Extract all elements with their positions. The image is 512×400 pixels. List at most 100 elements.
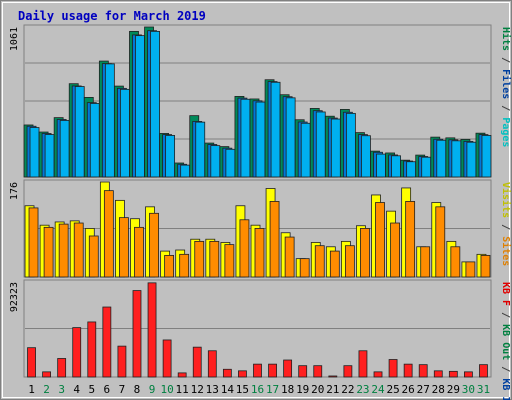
x-tick-label: 11 (176, 383, 189, 396)
bar-pages (255, 101, 266, 178)
legend-entry: KB Out (500, 324, 511, 360)
bar-sites (224, 244, 235, 278)
bar-pages (421, 156, 432, 178)
bar-pages (44, 134, 55, 178)
x-tick-label: 7 (119, 383, 126, 396)
bar-kb-f (162, 339, 172, 378)
bar-sites (73, 222, 84, 278)
bar-kb-f (388, 359, 398, 378)
legend-entry: Files (500, 69, 512, 99)
bar-sites (103, 190, 114, 278)
bar-kb-f (298, 365, 308, 378)
bar-kb-f (253, 363, 262, 378)
x-tick-label: 22 (341, 383, 354, 396)
bar-sites (88, 235, 99, 278)
bar-kb-f (343, 365, 353, 378)
x-tick-label: 16 (251, 383, 264, 396)
bar-sites (28, 207, 39, 278)
bar-kb-f (117, 345, 127, 378)
bar-kb-f (464, 371, 473, 378)
bar-kb-f (222, 368, 232, 378)
series-legend: KB F / KB Out / KB In (500, 282, 511, 400)
series-legend: Hits / Files / Pages (500, 27, 512, 147)
bar-pages (406, 161, 417, 178)
bar-kb-f (313, 365, 323, 378)
x-tick-label: 19 (296, 383, 309, 396)
bar-kb-f (373, 371, 383, 378)
bar-pages (345, 112, 356, 178)
bar-pages (135, 35, 145, 178)
chart-panel-3: 92323 KB F / KB Out / KB In (9, 279, 511, 400)
bar-sites (58, 223, 69, 278)
x-tick-label: 30 (462, 383, 475, 396)
bar-pages (270, 81, 281, 178)
bar-pages (120, 88, 130, 178)
bar-pages (361, 135, 371, 178)
bar-sites (450, 246, 461, 278)
bar-kb-f (283, 359, 293, 378)
x-tick-label: 8 (134, 383, 141, 396)
bar-kb-f (358, 350, 368, 378)
bar-pages (240, 98, 251, 178)
legend-entry: Hits (500, 27, 512, 51)
x-tick-label: 31 (477, 383, 490, 396)
bar-kb-f (87, 321, 97, 378)
bar-pages (436, 139, 447, 178)
bar-sites (43, 226, 54, 278)
bar-sites (314, 245, 325, 278)
bar-kb-f (132, 290, 142, 378)
bar-sites (209, 240, 220, 278)
legend-entry: / (500, 360, 511, 378)
bar-kb-f (192, 346, 202, 378)
bar-pages (74, 86, 85, 178)
legend-entry: / (500, 218, 511, 236)
series-legend: Visits / Sites (500, 182, 512, 266)
bar-pages (466, 141, 477, 178)
bar-pages (29, 127, 40, 178)
x-tick-label: 4 (73, 383, 80, 396)
x-tick-label: 10 (160, 383, 173, 396)
legend-entry: KB In (500, 378, 511, 400)
x-tick-label: 26 (402, 383, 415, 396)
bar-kb-f (403, 363, 413, 378)
bar-kb-f (102, 306, 112, 378)
legend-entry: Pages (500, 117, 511, 147)
bar-kb-f (238, 370, 247, 378)
legend-entry: / (500, 306, 511, 324)
x-tick-label: 14 (221, 383, 235, 396)
bar-kb-f (328, 375, 338, 378)
x-tick-label: 6 (104, 383, 111, 396)
bar-sites (375, 202, 385, 278)
bar-sites (164, 255, 175, 278)
x-tick-label: 1 (28, 383, 35, 396)
bar-sites (329, 250, 340, 278)
x-tick-label: 5 (88, 383, 95, 396)
x-tick-label: 15 (236, 383, 249, 396)
bar-pages (210, 145, 221, 178)
bar-kb-f (268, 363, 277, 378)
x-tick-label: 21 (326, 383, 339, 396)
bar-pages (89, 103, 100, 178)
bar-sites (480, 255, 491, 278)
x-tick-label: 25 (386, 383, 399, 396)
legend-entry: Sites (500, 236, 512, 266)
bar-pages (330, 118, 341, 178)
bar-pages (391, 155, 401, 178)
x-tick-label: 28 (432, 383, 445, 396)
bar-sites (299, 258, 310, 278)
bar-sites (239, 219, 250, 278)
bar-pages (104, 63, 115, 178)
y-max-label: 176 (9, 182, 20, 200)
bar-pages (225, 148, 236, 178)
x-tick-label: 3 (58, 383, 65, 396)
x-tick-label: 2 (43, 383, 50, 396)
x-tick-label: 18 (281, 383, 294, 396)
chart-panels: 10 6 1 Hits / Files / Pages 176 Visits / Site… (9, 24, 512, 400)
bar-pages (195, 121, 206, 178)
legend-entry: / (500, 99, 511, 117)
bar-sites (360, 228, 370, 278)
chart-title: Daily usage for March 2019 (18, 9, 206, 23)
